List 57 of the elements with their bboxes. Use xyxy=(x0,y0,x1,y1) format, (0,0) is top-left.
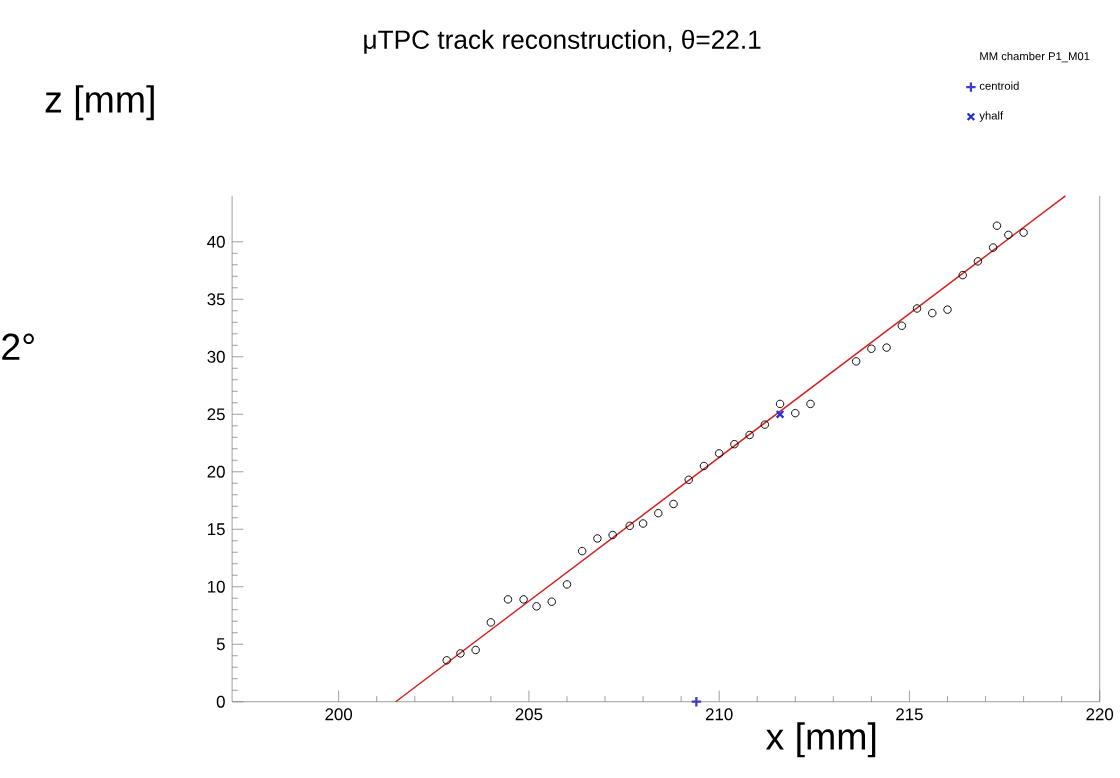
y-tick-label: 30 xyxy=(207,350,225,363)
y-tick-label: 20 xyxy=(207,465,225,478)
x-tick-label: 215 xyxy=(896,708,923,721)
chart-title: μTPC track reconstruction, θ=22.1 xyxy=(364,29,761,54)
point xyxy=(503,595,513,604)
point xyxy=(882,343,891,352)
y-tick-label: 15 xyxy=(208,523,225,536)
point xyxy=(760,420,770,430)
point xyxy=(791,409,800,418)
y-tick-label: 5 xyxy=(216,638,225,651)
point xyxy=(1019,228,1028,238)
point xyxy=(654,509,663,518)
x-tick-label: 205 xyxy=(515,708,543,721)
point xyxy=(669,499,678,509)
point xyxy=(912,304,922,313)
point xyxy=(486,618,496,627)
point xyxy=(775,399,785,409)
point xyxy=(775,410,785,419)
point xyxy=(745,430,754,440)
point xyxy=(699,461,709,471)
point xyxy=(684,475,693,485)
point xyxy=(547,597,556,607)
point xyxy=(562,580,572,589)
point xyxy=(593,534,602,543)
y-tick-label: 10 xyxy=(208,580,225,593)
point xyxy=(714,449,724,458)
point xyxy=(638,519,648,528)
point xyxy=(471,645,480,655)
point xyxy=(442,656,451,665)
point xyxy=(928,309,937,318)
point xyxy=(519,595,528,604)
x-axis-title: x [mm] xyxy=(765,722,876,758)
point xyxy=(532,602,541,611)
y-tick-label: 25 xyxy=(207,408,225,421)
point xyxy=(943,305,952,315)
point xyxy=(992,221,1002,231)
point xyxy=(973,257,983,266)
point xyxy=(625,521,634,531)
point xyxy=(897,321,907,331)
y-tick-label: 35 xyxy=(207,293,225,306)
point xyxy=(867,344,876,354)
y-tick-label: 40 xyxy=(207,236,225,248)
point xyxy=(958,271,967,280)
point xyxy=(456,649,465,658)
x-tick-label: 220 xyxy=(1086,708,1114,721)
point xyxy=(730,440,739,449)
point xyxy=(577,547,587,556)
point xyxy=(1004,230,1013,240)
x-tick-label: 210 xyxy=(705,708,733,721)
point xyxy=(806,399,815,409)
point xyxy=(988,243,998,252)
y-tick-label: 0 xyxy=(216,695,225,708)
text: 2° xyxy=(2,333,34,360)
x-tick-label: 200 xyxy=(325,708,353,721)
point xyxy=(608,530,617,540)
y-axis-title: z [mm] xyxy=(45,85,154,121)
point xyxy=(851,357,861,366)
